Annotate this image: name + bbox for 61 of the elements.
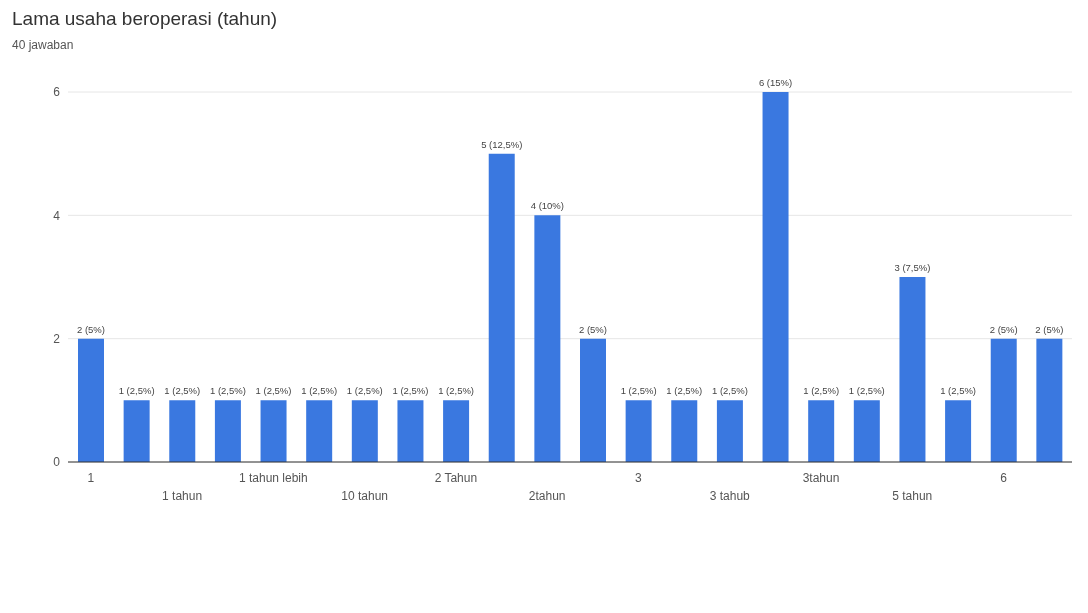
data-label: 2 (5%) [1035,323,1064,335]
x-tick-label: 5 tahun [892,489,933,503]
bar [488,153,515,462]
x-tick-label: 1 tahun [162,489,203,503]
bar [625,400,652,462]
y-tick-label: 4 [53,208,61,223]
bar [945,400,972,462]
bar [123,400,150,462]
y-tick-label: 2 [53,331,61,346]
bar [671,400,698,462]
x-tick-label: 6 [1000,471,1008,485]
data-label: 1 (2,5%) [666,385,703,397]
x-tick-label: 3 tahub [709,489,751,503]
bar [762,92,789,462]
x-tick-label: 2 Tahun [434,471,478,485]
data-label: 1 (2,5%) [438,385,475,397]
data-label: 1 (2,5%) [209,385,246,397]
bar [1036,338,1063,462]
chart-subtitle: 40 jawaban [12,38,75,52]
bar [443,400,470,462]
data-label: 1 (2,5%) [848,385,885,397]
bar [990,338,1017,462]
data-label: 1 (2,5%) [164,385,201,397]
y-tick-label: 6 [53,85,61,100]
bar [351,400,378,462]
x-tick-label: 1 tahun lebih [239,471,308,485]
data-label: 4 (10%) [530,200,564,212]
bar [78,338,104,462]
bar [534,215,561,462]
data-label: 1 (2,5%) [301,385,338,397]
data-label: 2 (5%) [989,323,1018,335]
bar [260,400,287,462]
data-label: 1 (2,5%) [392,385,429,397]
data-label: 1 (2,5%) [940,385,977,397]
data-label: 5 (12,5%) [481,138,523,150]
x-tick-label: 2tahun [528,489,566,503]
data-label: 1 (2,5%) [803,385,840,397]
data-label: 1 (2,5%) [255,385,292,397]
data-label: 2 (5%) [579,323,607,335]
bar [169,400,196,462]
data-label: 1 (2,5%) [118,385,155,397]
bar [899,277,926,462]
bar [580,338,606,462]
y-tick-label: 0 [53,455,61,470]
x-tick-label: 10 tahun [341,489,388,503]
bar [306,400,333,462]
bar [808,400,835,462]
data-label: 1 (2,5%) [346,385,383,397]
x-tick-label: 3tahun [802,471,840,485]
data-label: 3 (7,5%) [894,262,931,273]
data-label: 1 (2,5%) [620,385,657,397]
data-label: 2 (5%) [77,323,105,335]
bar [853,400,880,462]
bar [397,400,424,462]
data-label: 1 (2,5%) [711,385,748,397]
x-tick-label: 1 [87,471,95,485]
chart-title: Lama usaha beroperasi (tahun) [12,8,279,30]
bar [716,400,743,462]
data-label: 6 (15%) [758,77,793,88]
x-tick-label: 3 [635,471,643,485]
bar [214,400,241,462]
